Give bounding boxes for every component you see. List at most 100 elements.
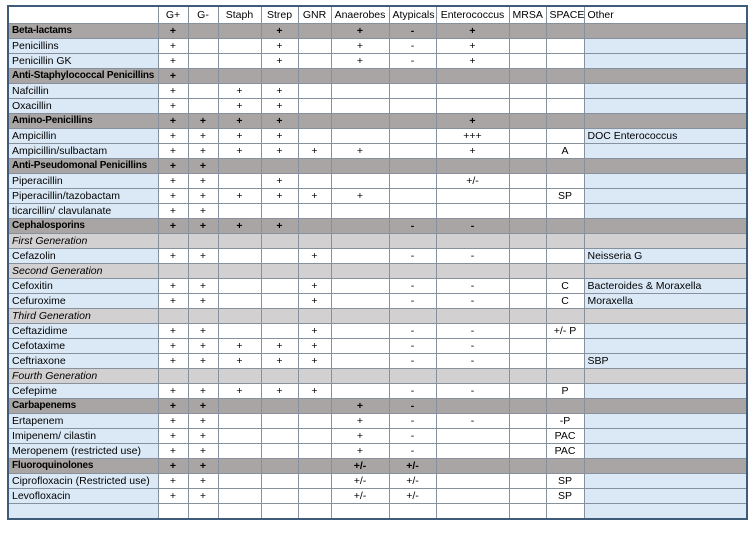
value-cell-enterococcus [435, 458, 510, 474]
value-cell-enterococcus [435, 158, 510, 174]
value-cell-strep: + [260, 338, 299, 354]
value-cell-anaerobes: +/- [330, 458, 390, 474]
value-cell-atypicals: - [388, 323, 437, 339]
value-cell-g-: + [187, 293, 219, 309]
value-cell-staph: + [217, 83, 262, 99]
row-label-cell: Ciprofloxacin (Restricted use) [7, 473, 159, 489]
column-header-row: G+ G- Staph Strep GNR Anaerobes Atypicals Enter… [7, 5, 748, 24]
value-cell-strep [260, 458, 299, 474]
row-label-cell: Cefazolin [7, 248, 159, 264]
value-cell-enterococcus: - [435, 353, 510, 369]
value-cell-gnr [297, 458, 332, 474]
value-cell-other [583, 413, 748, 429]
value-cell-gnr: + [297, 293, 332, 309]
value-cell-space [545, 398, 585, 414]
value-cell-strep: + [260, 218, 299, 234]
value-cell-g- [187, 233, 219, 249]
value-cell-space [545, 353, 585, 369]
value-cell-space: C [545, 293, 585, 309]
value-cell-g- [187, 263, 219, 279]
value-cell-g- [187, 368, 219, 384]
value-cell-mrsa [508, 233, 547, 249]
value-cell-staph: + [217, 98, 262, 114]
value-cell-mrsa [508, 68, 547, 84]
value-cell-strep [260, 248, 299, 264]
value-cell-gnr [297, 68, 332, 84]
value-cell-enterococcus: + [435, 23, 510, 39]
value-cell-anaerobes: + [330, 143, 390, 159]
row-label-cell: First Generation [7, 233, 159, 249]
value-cell-space: C [545, 278, 585, 294]
value-cell-space [545, 338, 585, 354]
value-cell-atypicals [388, 113, 437, 129]
value-cell-staph [217, 263, 262, 279]
value-cell-other [583, 68, 748, 84]
value-cell-g+: + [157, 458, 189, 474]
value-cell-enterococcus: - [435, 218, 510, 234]
value-cell-strep [260, 503, 299, 520]
row-label-cell: Fourth Generation [7, 368, 159, 384]
value-cell-space [545, 23, 585, 39]
row-label-cell: Carbapenems [7, 398, 159, 414]
antibiotic-spectrum-sheet: G+ G- Staph Strep GNR Anaerobes Atypicals Enter… [7, 5, 748, 520]
value-cell-g+: + [157, 128, 189, 144]
value-cell-g- [187, 68, 219, 84]
value-cell-gnr [297, 173, 332, 189]
value-cell-staph [217, 173, 262, 189]
drug-row-ticarcillin-clavulanate: ticarcillin/ clavulanate + + [7, 203, 748, 219]
value-cell-anaerobes [330, 173, 390, 189]
value-cell-space [545, 173, 585, 189]
value-cell-anaerobes [330, 248, 390, 264]
value-cell-space: P [545, 383, 585, 399]
value-cell-g- [187, 23, 219, 39]
value-cell-other [583, 233, 748, 249]
value-cell-g-: + [187, 488, 219, 504]
value-cell-atypicals: - [388, 293, 437, 309]
column-header-strep: Strep [260, 5, 299, 24]
value-cell-strep [260, 368, 299, 384]
column-header-staph: Staph [217, 5, 262, 24]
value-cell-enterococcus [435, 473, 510, 489]
value-cell-g+: + [157, 398, 189, 414]
value-cell-g-: + [187, 218, 219, 234]
value-cell-atypicals [388, 98, 437, 114]
value-cell-gnr: + [297, 323, 332, 339]
value-cell-strep [260, 233, 299, 249]
value-cell-other [583, 263, 748, 279]
value-cell-enterococcus [435, 488, 510, 504]
row-label-cell: Piperacillin/tazobactam [7, 188, 159, 204]
value-cell-mrsa [508, 188, 547, 204]
value-cell-enterococcus: - [435, 323, 510, 339]
value-cell-staph: + [217, 128, 262, 144]
value-cell-anaerobes: + [330, 188, 390, 204]
value-cell-g- [187, 98, 219, 114]
antibiotic-spectrum-table: G+ G- Staph Strep GNR Anaerobes Atypicals Enter… [7, 5, 748, 520]
value-cell-mrsa [508, 218, 547, 234]
drug-row-ciprofloxacin-restricted-use-: Ciprofloxacin (Restricted use) + + +/- +/- SP [7, 473, 748, 489]
value-cell-staph [217, 488, 262, 504]
value-cell-anaerobes [330, 368, 390, 384]
value-cell-atypicals: +/- [388, 473, 437, 489]
row-label-cell: Ampicillin [7, 128, 159, 144]
value-cell-staph [217, 323, 262, 339]
value-cell-enterococcus [435, 443, 510, 459]
category-row-carbapenems: Carbapenems + + + - [7, 398, 748, 414]
value-cell-enterococcus: - [435, 338, 510, 354]
subheader-row-second-generation: Second Generation [7, 263, 748, 279]
value-cell-anaerobes [330, 218, 390, 234]
value-cell-atypicals: - [388, 278, 437, 294]
value-cell-mrsa [508, 203, 547, 219]
value-cell-enterococcus: - [435, 248, 510, 264]
value-cell-enterococcus [435, 503, 510, 520]
value-cell-atypicals: +/- [388, 458, 437, 474]
value-cell-strep [260, 263, 299, 279]
value-cell-other: SBP [583, 353, 748, 369]
value-cell-anaerobes [330, 233, 390, 249]
row-label-cell: Third Generation [7, 308, 159, 324]
drug-row-imipenem-cilastin: Imipenem/ cilastin + + + - PAC [7, 428, 748, 444]
value-cell-other [583, 53, 748, 69]
value-cell-enterococcus: +/- [435, 173, 510, 189]
value-cell-enterococcus: - [435, 413, 510, 429]
value-cell-other: Neisseria G [583, 248, 748, 264]
value-cell-atypicals: - [388, 23, 437, 39]
